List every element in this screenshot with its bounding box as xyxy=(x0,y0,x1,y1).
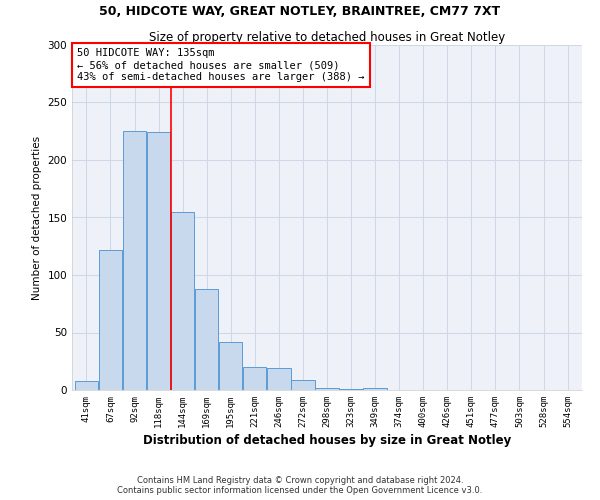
Bar xyxy=(316,388,338,390)
Text: 50, HIDCOTE WAY, GREAT NOTLEY, BRAINTREE, CM77 7XT: 50, HIDCOTE WAY, GREAT NOTLEY, BRAINTREE… xyxy=(100,5,500,18)
Bar xyxy=(75,381,98,390)
Bar xyxy=(291,380,314,390)
X-axis label: Distribution of detached houses by size in Great Notley: Distribution of detached houses by size … xyxy=(143,434,511,447)
Bar xyxy=(195,289,218,390)
Bar xyxy=(147,132,170,390)
Bar xyxy=(340,389,363,390)
Bar xyxy=(364,388,387,390)
Text: Contains HM Land Registry data © Crown copyright and database right 2024.
Contai: Contains HM Land Registry data © Crown c… xyxy=(118,476,482,495)
Bar xyxy=(123,131,146,390)
Bar xyxy=(267,368,290,390)
Y-axis label: Number of detached properties: Number of detached properties xyxy=(32,136,42,300)
Text: 50 HIDCOTE WAY: 135sqm
← 56% of detached houses are smaller (509)
43% of semi-de: 50 HIDCOTE WAY: 135sqm ← 56% of detached… xyxy=(77,48,365,82)
Bar xyxy=(99,250,122,390)
Title: Size of property relative to detached houses in Great Notley: Size of property relative to detached ho… xyxy=(149,31,505,44)
Bar xyxy=(171,212,194,390)
Bar xyxy=(219,342,242,390)
Bar xyxy=(243,367,266,390)
